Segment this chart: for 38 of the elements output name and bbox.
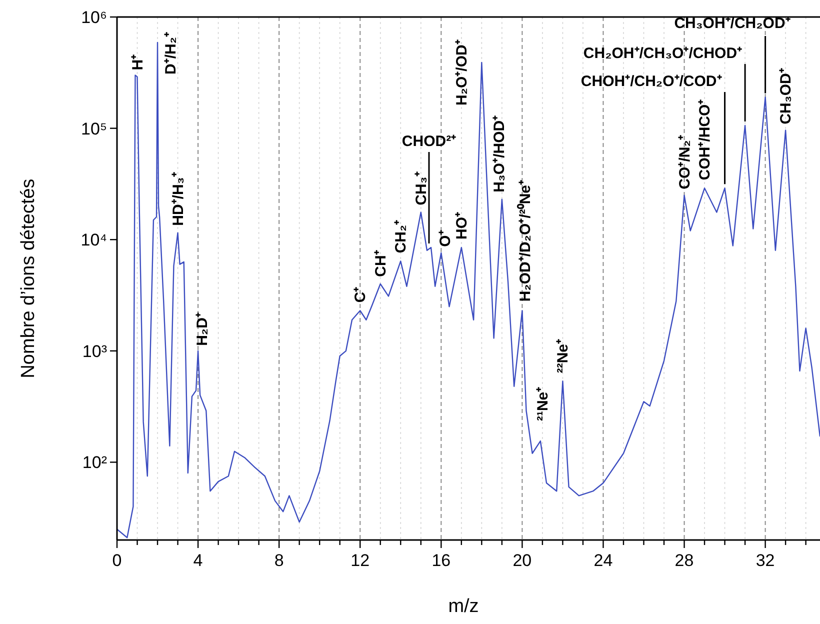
x-tick-label: 20 xyxy=(512,551,532,570)
y-tick-label: 10³ xyxy=(82,342,108,361)
annotation: CH₃OD⁺ xyxy=(778,68,795,124)
x-tick-label: 0 xyxy=(112,551,122,570)
annotation: O⁺ xyxy=(437,230,454,247)
annotation: HD⁺/H₃⁺ xyxy=(170,172,187,226)
y-tick-label: 10² xyxy=(82,453,108,472)
annotation: HO⁺ xyxy=(453,212,470,240)
annotation: D⁺/H₂⁺ xyxy=(162,32,180,75)
x-tick-label: 8 xyxy=(274,551,284,570)
x-tick-label: 28 xyxy=(674,551,694,570)
annotation: CH₂⁺ xyxy=(392,220,410,254)
y-tick-label: 10⁴ xyxy=(80,230,107,250)
x-axis-title: m/z xyxy=(448,596,479,617)
annotation: COH⁺/HCO⁺ xyxy=(696,99,714,180)
annotation: CH₃⁺ xyxy=(412,172,430,206)
annotation: H₂OD⁺/D₂O⁺/²⁰Ne⁺ xyxy=(516,180,534,302)
annotation: CH⁺ xyxy=(372,250,390,277)
annotation: H₂O⁺/OD⁺ xyxy=(454,40,471,106)
annotation: CH₂OH⁺/CH₃O⁺/CHOD⁺ xyxy=(583,45,742,62)
annotation: H⁺ xyxy=(129,54,146,70)
y-tick-label: 10⁵ xyxy=(81,119,107,138)
annotation: ²¹Ne⁺ xyxy=(534,386,552,422)
x-tick-label: 16 xyxy=(432,551,451,570)
annotation: C⁺ xyxy=(352,286,370,303)
annotation: H₂D⁺ xyxy=(194,312,212,346)
y-tick-label: 10⁶ xyxy=(81,8,107,27)
annotation: CO⁺/N₂⁺ xyxy=(676,135,694,190)
annotation: CHOD²⁺ xyxy=(402,133,456,150)
x-tick-label: 4 xyxy=(193,551,203,570)
annotation: ²²Ne⁺ xyxy=(554,338,572,374)
annotation: CH₃OH⁺/CH₂OD⁺ xyxy=(674,15,790,32)
annotation: CHOH⁺/CH₂O⁺/COD⁺ xyxy=(580,73,722,90)
x-tick-label: 12 xyxy=(350,551,370,570)
y-axis-title: Nombre d’ions détectés xyxy=(18,178,39,378)
x-tick-label: 32 xyxy=(756,551,775,570)
x-tick-label: 24 xyxy=(594,551,613,570)
annotation: H₃O⁺/HOD⁺ xyxy=(490,115,508,192)
